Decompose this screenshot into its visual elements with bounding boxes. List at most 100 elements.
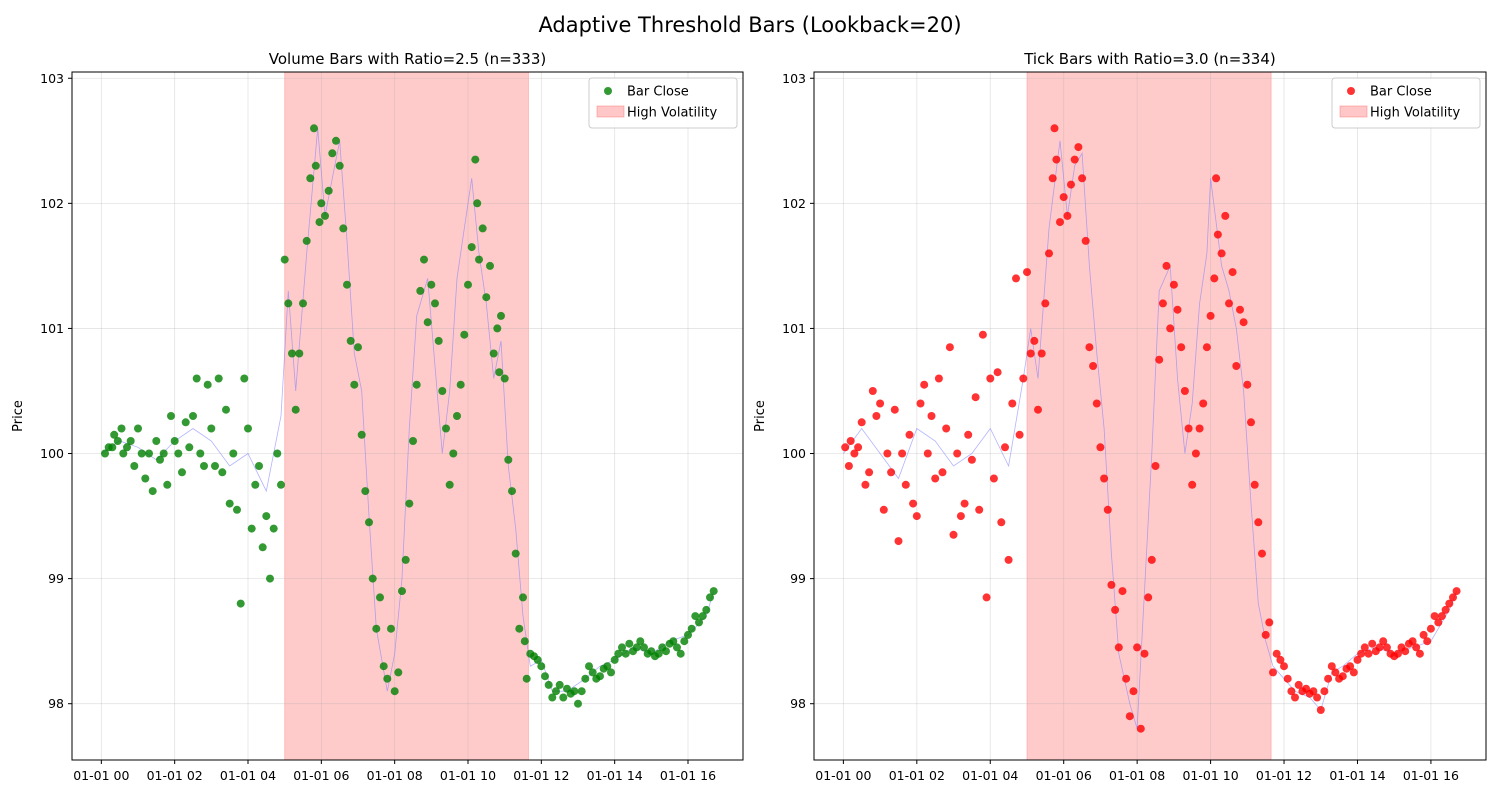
bar-close-point [478,224,487,233]
bar-close-point [497,311,505,320]
bar-close-point [101,449,109,458]
y-tick-label: 103 [40,71,64,86]
bar-close-point [1092,399,1101,408]
bar-close-point [1103,505,1112,514]
bar-close-point [295,349,304,358]
bar-close-point [453,412,461,420]
bar-close-point [1188,480,1197,489]
bar-close-point [152,437,161,445]
bar-close-point [676,649,685,658]
bar-close-point [1258,549,1266,558]
bar-close-point [442,424,450,433]
bar-close-point [640,643,648,652]
bar-close-point [607,668,615,677]
bar-close-point [255,462,263,470]
bar-close-point [280,255,289,264]
legend-patch-high-volatility [596,105,625,118]
bar-close-point [964,430,973,439]
bar-close-point [141,474,150,483]
bar-close-point [343,280,351,289]
y-tick-label: 98 [48,696,64,711]
bar-close-point [1111,605,1120,614]
bar-close-point [1026,349,1035,358]
chart-panel-tick-bars: 01-01 00 01-01 02 01-01 04 01-01 06 01-01 08… [753,50,1487,783]
bar-close-point [420,255,428,264]
bar-close-point [698,612,707,621]
legend-label-bar-close: Bar Close [1370,85,1432,100]
bar-close-point [956,512,965,521]
bar-close-point [423,318,432,327]
bar-close-point [412,380,421,389]
bar-close-point [1419,630,1428,639]
bar-close-point [379,662,388,671]
bar-close-point [251,480,260,489]
bar-close-point [1059,193,1068,202]
bar-close-point [460,330,469,339]
bar-close-point [178,468,186,477]
bar-close-point [311,161,320,170]
bar-close-point [618,643,626,652]
bar-close-point [1177,343,1186,352]
bar-close-point [1129,687,1138,696]
bar-close-point [603,662,612,671]
bar-close-point [1140,649,1149,658]
bar-close-point [1081,236,1090,245]
bar-close-point [1166,324,1175,333]
bar-close-point [1191,449,1200,458]
bar-close-point [1063,211,1072,220]
bar-close-point [1294,680,1303,689]
bar-close-point [445,480,454,489]
bar-close-point [310,124,318,133]
bar-close-point [1360,643,1369,652]
bar-close-point [865,468,874,477]
bar-close-point [654,649,663,658]
bar-close-point [409,437,417,445]
bar-close-point [1291,693,1299,702]
bar-close-point [978,330,987,339]
x-tick-label: 01-01 14 [1329,768,1385,783]
bar-close-point [1232,362,1241,370]
bar-close-point [244,424,252,433]
bar-close-point [130,462,139,470]
bar-close-point [1437,612,1446,621]
bar-close-point [868,387,877,395]
bar-close-point [145,449,153,458]
bar-close-point [269,524,278,533]
bar-close-point [262,512,271,521]
bar-close-point [192,374,201,383]
bar-close-point [475,255,483,264]
x-tick-label: 01-01 04 [962,768,1018,783]
bar-close-point [306,174,315,183]
bar-close-point [288,349,296,358]
bar-close-point [137,449,146,458]
bar-close-point [1331,668,1340,677]
bar-close-point [258,543,267,552]
y-tick-label: 101 [40,321,64,336]
bar-close-point [456,380,465,389]
bar-close-point [346,336,355,345]
bar-close-point [1004,555,1013,564]
bar-close-point [1114,643,1123,652]
bar-close-point [1401,647,1410,656]
bar-close-point [621,649,630,658]
bar-close-point [1423,637,1432,646]
bar-close-point [1353,655,1362,664]
bar-close-point [1364,649,1373,658]
bar-close-point [945,343,954,352]
bar-close-point [1412,643,1421,652]
bar-close-point [390,687,399,696]
bar-close-point [1136,724,1145,733]
bar-close-point [1320,687,1329,696]
bar-close-point [1261,630,1270,639]
bar-close-point [427,280,436,289]
bar-close-point [931,474,940,483]
x-tick-label: 01-01 10 [440,768,496,783]
chart-title: Tick Bars with Ratio=3.0 (n=334) [1023,50,1276,68]
bar-close-point [548,693,557,702]
bar-close-point [1155,355,1164,364]
bar-close-point [1287,687,1296,696]
bar-close-point [1265,618,1274,627]
bar-close-point [117,424,126,433]
bar-close-point [218,468,227,477]
bar-close-point [552,687,560,696]
